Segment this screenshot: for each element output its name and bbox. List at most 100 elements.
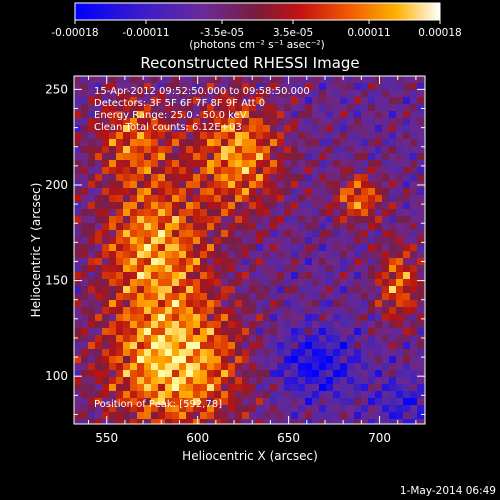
heatmap-cell [200,160,208,168]
heatmap-cell [137,405,145,413]
heatmap-cell [340,286,348,294]
heatmap-cell [235,167,243,175]
heatmap-cell [228,83,236,91]
heatmap-cell [144,300,152,308]
heatmap-cell [291,181,299,189]
heatmap-cell [95,153,103,161]
heatmap-cell [403,97,411,105]
heatmap-cell [305,237,313,245]
heatmap-cell [319,188,327,196]
heatmap-cell [221,370,229,378]
heatmap-cell [263,328,271,336]
heatmap-cell [389,419,397,424]
heatmap-cell [291,76,299,84]
heatmap-cell [221,132,229,140]
heatmap-cell [137,272,145,280]
heatmap-cell [326,391,334,399]
heatmap-cell [151,412,159,420]
heatmap-cell [340,356,348,364]
heatmap-cell [102,111,110,119]
heatmap-cell [74,356,82,364]
heatmap-cell [375,90,383,98]
heatmap-cell [291,293,299,301]
heatmap-cell [137,90,145,98]
heatmap-cell [151,223,159,231]
heatmap-cell [102,153,110,161]
heatmap-cell [88,335,96,343]
heatmap-cell [291,356,299,364]
heatmap-cell [417,139,425,147]
heatmap-cell [270,342,278,350]
heatmap-cell [361,167,369,175]
heatmap-cell [256,111,264,119]
heatmap-cell [249,132,257,140]
heatmap-cell [158,195,166,203]
heatmap-cell [151,76,159,84]
heatmap-cell [319,314,327,322]
heatmap-cell [368,174,376,182]
heatmap-cell [228,258,236,266]
heatmap-cell [361,223,369,231]
heatmap-cell [410,174,418,182]
heatmap-cell [81,356,89,364]
heatmap-cell [165,97,173,105]
heatmap-cell [361,293,369,301]
heatmap-cell [417,153,425,161]
heatmap-cell [389,132,397,140]
heatmap-cell [284,286,292,294]
heatmap-cell [312,202,320,210]
heatmap-cell [277,244,285,252]
heatmap-cell [263,363,271,371]
heatmap-cell [410,384,418,392]
heatmap-cell [144,363,152,371]
heatmap-cell [417,342,425,350]
heatmap-cell [242,90,250,98]
heatmap-cell [144,342,152,350]
heatmap-cell [410,188,418,196]
heatmap-cell [179,349,187,357]
heatmap-cell [102,125,110,133]
heatmap-cell [277,195,285,203]
heatmap-cell [305,244,313,252]
heatmap-cell [242,230,250,238]
heatmap-cell [172,188,180,196]
heatmap-cell [389,223,397,231]
heatmap-cell [375,265,383,273]
heatmap-cell [284,132,292,140]
heatmap-cell [102,202,110,210]
heatmap-cell [263,286,271,294]
heatmap-cell [137,132,145,140]
heatmap-cell [361,139,369,147]
heatmap-cell [319,111,327,119]
heatmap-cell [186,76,194,84]
heatmap-cell [242,139,250,147]
heatmap-cell [284,90,292,98]
heatmap-cell [277,230,285,238]
heatmap-cell [193,293,201,301]
heatmap-cell [123,181,131,189]
heatmap-cell [291,363,299,371]
heatmap-cell [368,244,376,252]
heatmap-cell [382,146,390,154]
heatmap-cell [172,321,180,329]
heatmap-cell [74,216,82,224]
heatmap-cell [207,167,215,175]
heatmap-cell [179,97,187,105]
heatmap-cell [312,272,320,280]
heatmap-cell [403,244,411,252]
heatmap-cell [95,377,103,385]
heatmap-cell [116,314,124,322]
heatmap-cell [158,405,166,413]
heatmap-cell [354,391,362,399]
heatmap-cell [214,272,222,280]
heatmap-cell [389,370,397,378]
heatmap-cell [102,279,110,287]
heatmap-cell [179,167,187,175]
heatmap-cell [158,104,166,112]
heatmap-cell [368,153,376,161]
heatmap-cell [249,167,257,175]
heatmap-cell [354,356,362,364]
heatmap-cell [193,125,201,133]
heatmap-cell [214,104,222,112]
heatmap-cell [144,125,152,133]
